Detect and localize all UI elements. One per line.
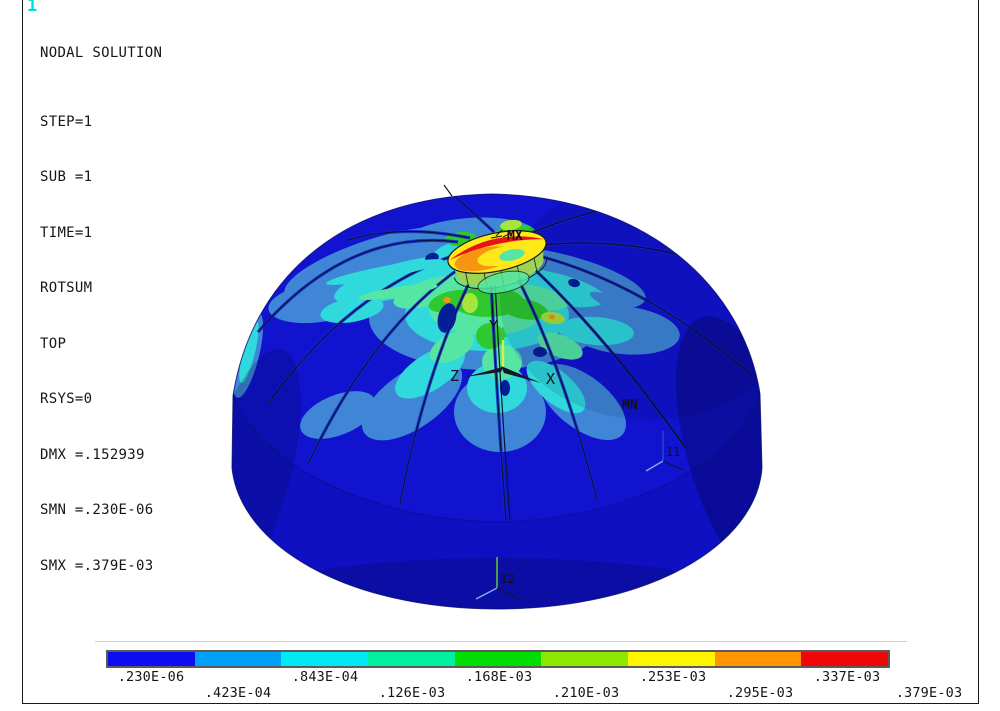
legend-label: .295E-03 — [726, 685, 794, 701]
viewport-frame — [22, 0, 979, 704]
rib-tip-protrusion — [443, 184, 453, 197]
z-axis-arrow — [465, 367, 503, 377]
y-axis-label: Y — [489, 317, 498, 335]
cs-12-triad: 12 — [475, 557, 523, 601]
contour-hotspots — [443, 297, 555, 320]
legend-segment — [194, 652, 282, 666]
legend-segment — [801, 652, 889, 666]
global-axis-triad: Y Z X — [450, 317, 555, 388]
solution-title: NODAL SOLUTION — [40, 45, 163, 61]
rib-contour-streaks — [326, 259, 635, 315]
x-axis-label: X — [546, 370, 555, 388]
legend-segment — [454, 652, 542, 666]
legend-segment — [281, 652, 369, 666]
legend-bar — [106, 650, 890, 668]
legend-segment — [541, 652, 629, 666]
solution-info-block: NODAL SOLUTION STEP=1 SUB =1 TIME=1 ROTS… — [40, 7, 162, 612]
legend-segment — [714, 652, 802, 666]
legend-label: .168E-03 — [465, 669, 533, 685]
cs-12-label: 12 — [500, 571, 515, 586]
legend-label: .843E-04 — [291, 669, 359, 685]
dome-base-junction — [232, 393, 761, 523]
plot-number: 1 — [27, 0, 38, 16]
legend-label: .230E-06 — [117, 669, 185, 685]
y-axis-arrowhead — [499, 326, 507, 337]
legend-segment — [628, 652, 715, 666]
info-line-result: ROTSUM — [40, 280, 93, 296]
legend-segment — [108, 652, 195, 666]
legend-label: .379E-03 — [895, 685, 963, 701]
cs-11-label: 11 — [666, 445, 680, 459]
legend-top-divider — [95, 641, 907, 642]
x-axis-arrow — [501, 366, 541, 383]
info-line-smn: SMN =.230E-06 — [40, 502, 154, 518]
info-line-time: TIME=1 — [40, 224, 93, 241]
info-line-step: STEP=1 — [40, 113, 93, 130]
min-location-label: MN — [622, 398, 638, 413]
max-node-ticks — [490, 229, 512, 239]
legend-segment — [368, 652, 455, 666]
legend-label: .423E-04 — [204, 685, 272, 701]
cs-11-triad: 11 — [645, 431, 684, 472]
compression-ring — [447, 229, 547, 294]
info-line-rsys: RSYS=0 — [40, 391, 93, 407]
z-axis-label: Z — [450, 367, 459, 385]
info-line-layer: TOP — [40, 335, 67, 352]
body-shading — [232, 194, 762, 609]
legend-label: .210E-03 — [552, 685, 620, 701]
legend-label: .126E-03 — [378, 685, 446, 701]
legend-label: .337E-03 — [813, 669, 881, 685]
legend-label: .253E-03 — [639, 669, 707, 685]
body-outline — [231, 193, 763, 610]
info-line-smx: SMX =.379E-03 — [40, 557, 154, 574]
max-location-label: MX — [507, 229, 523, 244]
info-line-sub: SUB =1 — [40, 169, 93, 185]
info-line-dmx: DMX =.152939 — [40, 446, 145, 463]
